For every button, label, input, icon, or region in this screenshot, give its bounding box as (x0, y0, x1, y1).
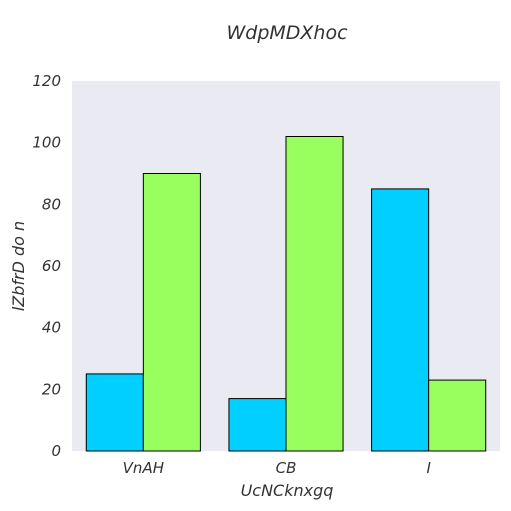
bar-I-series-2 (428, 379, 487, 452)
y-tick-label: 120 (32, 72, 61, 90)
bars (85, 136, 487, 452)
y-axis-ticks: 0 20 40 60 80 100 120 (32, 72, 61, 460)
x-tick-label: I (426, 459, 431, 477)
chart-title: WdpMDXhoc (226, 22, 348, 44)
x-tick-label: VnAH (123, 459, 164, 477)
y-tick-label: 100 (32, 134, 61, 152)
y-tick-label: 0 (51, 442, 61, 460)
bar-VnAH-series-2 (142, 173, 201, 452)
x-axis-label: UcNCknxgq (241, 481, 334, 500)
bar-CB-series-2 (285, 136, 344, 452)
x-axis-ticks: VnAH CB I (123, 459, 432, 477)
bar-CB-series-1 (228, 398, 287, 452)
x-tick-label: CB (276, 459, 297, 477)
y-tick-label: 80 (42, 195, 61, 213)
y-tick-label: 60 (42, 257, 61, 275)
y-tick-label: 20 (42, 380, 61, 398)
y-axis-label: lZbfrD do n (9, 221, 28, 311)
bar-VnAH-series-1 (85, 373, 144, 452)
y-tick-label: 40 (42, 319, 61, 337)
bar-I-series-1 (371, 188, 430, 452)
